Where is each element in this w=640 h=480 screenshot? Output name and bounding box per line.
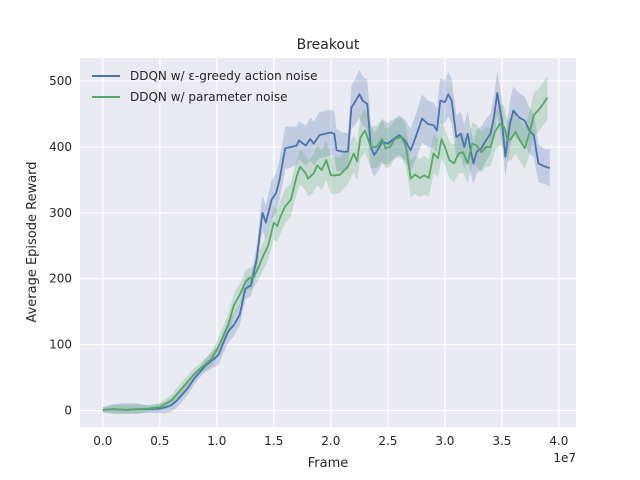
confidence-band-1 <box>102 75 548 414</box>
x-tick-label: 2.5 <box>378 434 397 448</box>
x-tick-label: 3.5 <box>492 434 511 448</box>
series-lines <box>102 92 551 411</box>
chart-title: Breakout <box>297 37 360 53</box>
series-line-0 <box>102 92 551 411</box>
x-tick-label: 0.0 <box>93 434 112 448</box>
legend: DDQN w/ ε-greedy action noise DDQN w/ pa… <box>92 69 317 104</box>
x-axis-label: Frame <box>308 456 349 471</box>
y-tick-label: 500 <box>49 74 72 88</box>
y-tick-label: 200 <box>49 272 72 286</box>
y-tick-label: 400 <box>49 140 72 154</box>
x-tick-label: 1.0 <box>207 434 226 448</box>
x-axis-offset-label: 1e7 <box>553 451 576 465</box>
x-tick-label: 1.5 <box>264 434 283 448</box>
y-tick-label: 300 <box>49 206 72 220</box>
confidence-band-0 <box>102 70 550 414</box>
y-tick-label: 100 <box>49 338 72 352</box>
y-tick-label: 0 <box>64 404 72 418</box>
x-tick-label: 4.0 <box>549 434 568 448</box>
series-line-1 <box>102 96 549 411</box>
y-tick-labels: 0 100 200 300 400 500 <box>49 74 72 417</box>
x-tick-label: 0.5 <box>150 434 169 448</box>
confidence-bands <box>102 70 550 414</box>
y-axis-label: Average Episode Reward <box>25 161 40 322</box>
x-tick-label: 2.0 <box>321 434 340 448</box>
x-tick-labels: 0.0 0.5 1.0 1.5 2.0 2.5 3.0 3.5 4.0 <box>93 434 568 448</box>
legend-label-epsilon-greedy: DDQN w/ ε-greedy action noise <box>130 69 317 83</box>
legend-label-parameter-noise: DDQN w/ parameter noise <box>130 90 287 104</box>
x-tick-label: 3.0 <box>435 434 454 448</box>
